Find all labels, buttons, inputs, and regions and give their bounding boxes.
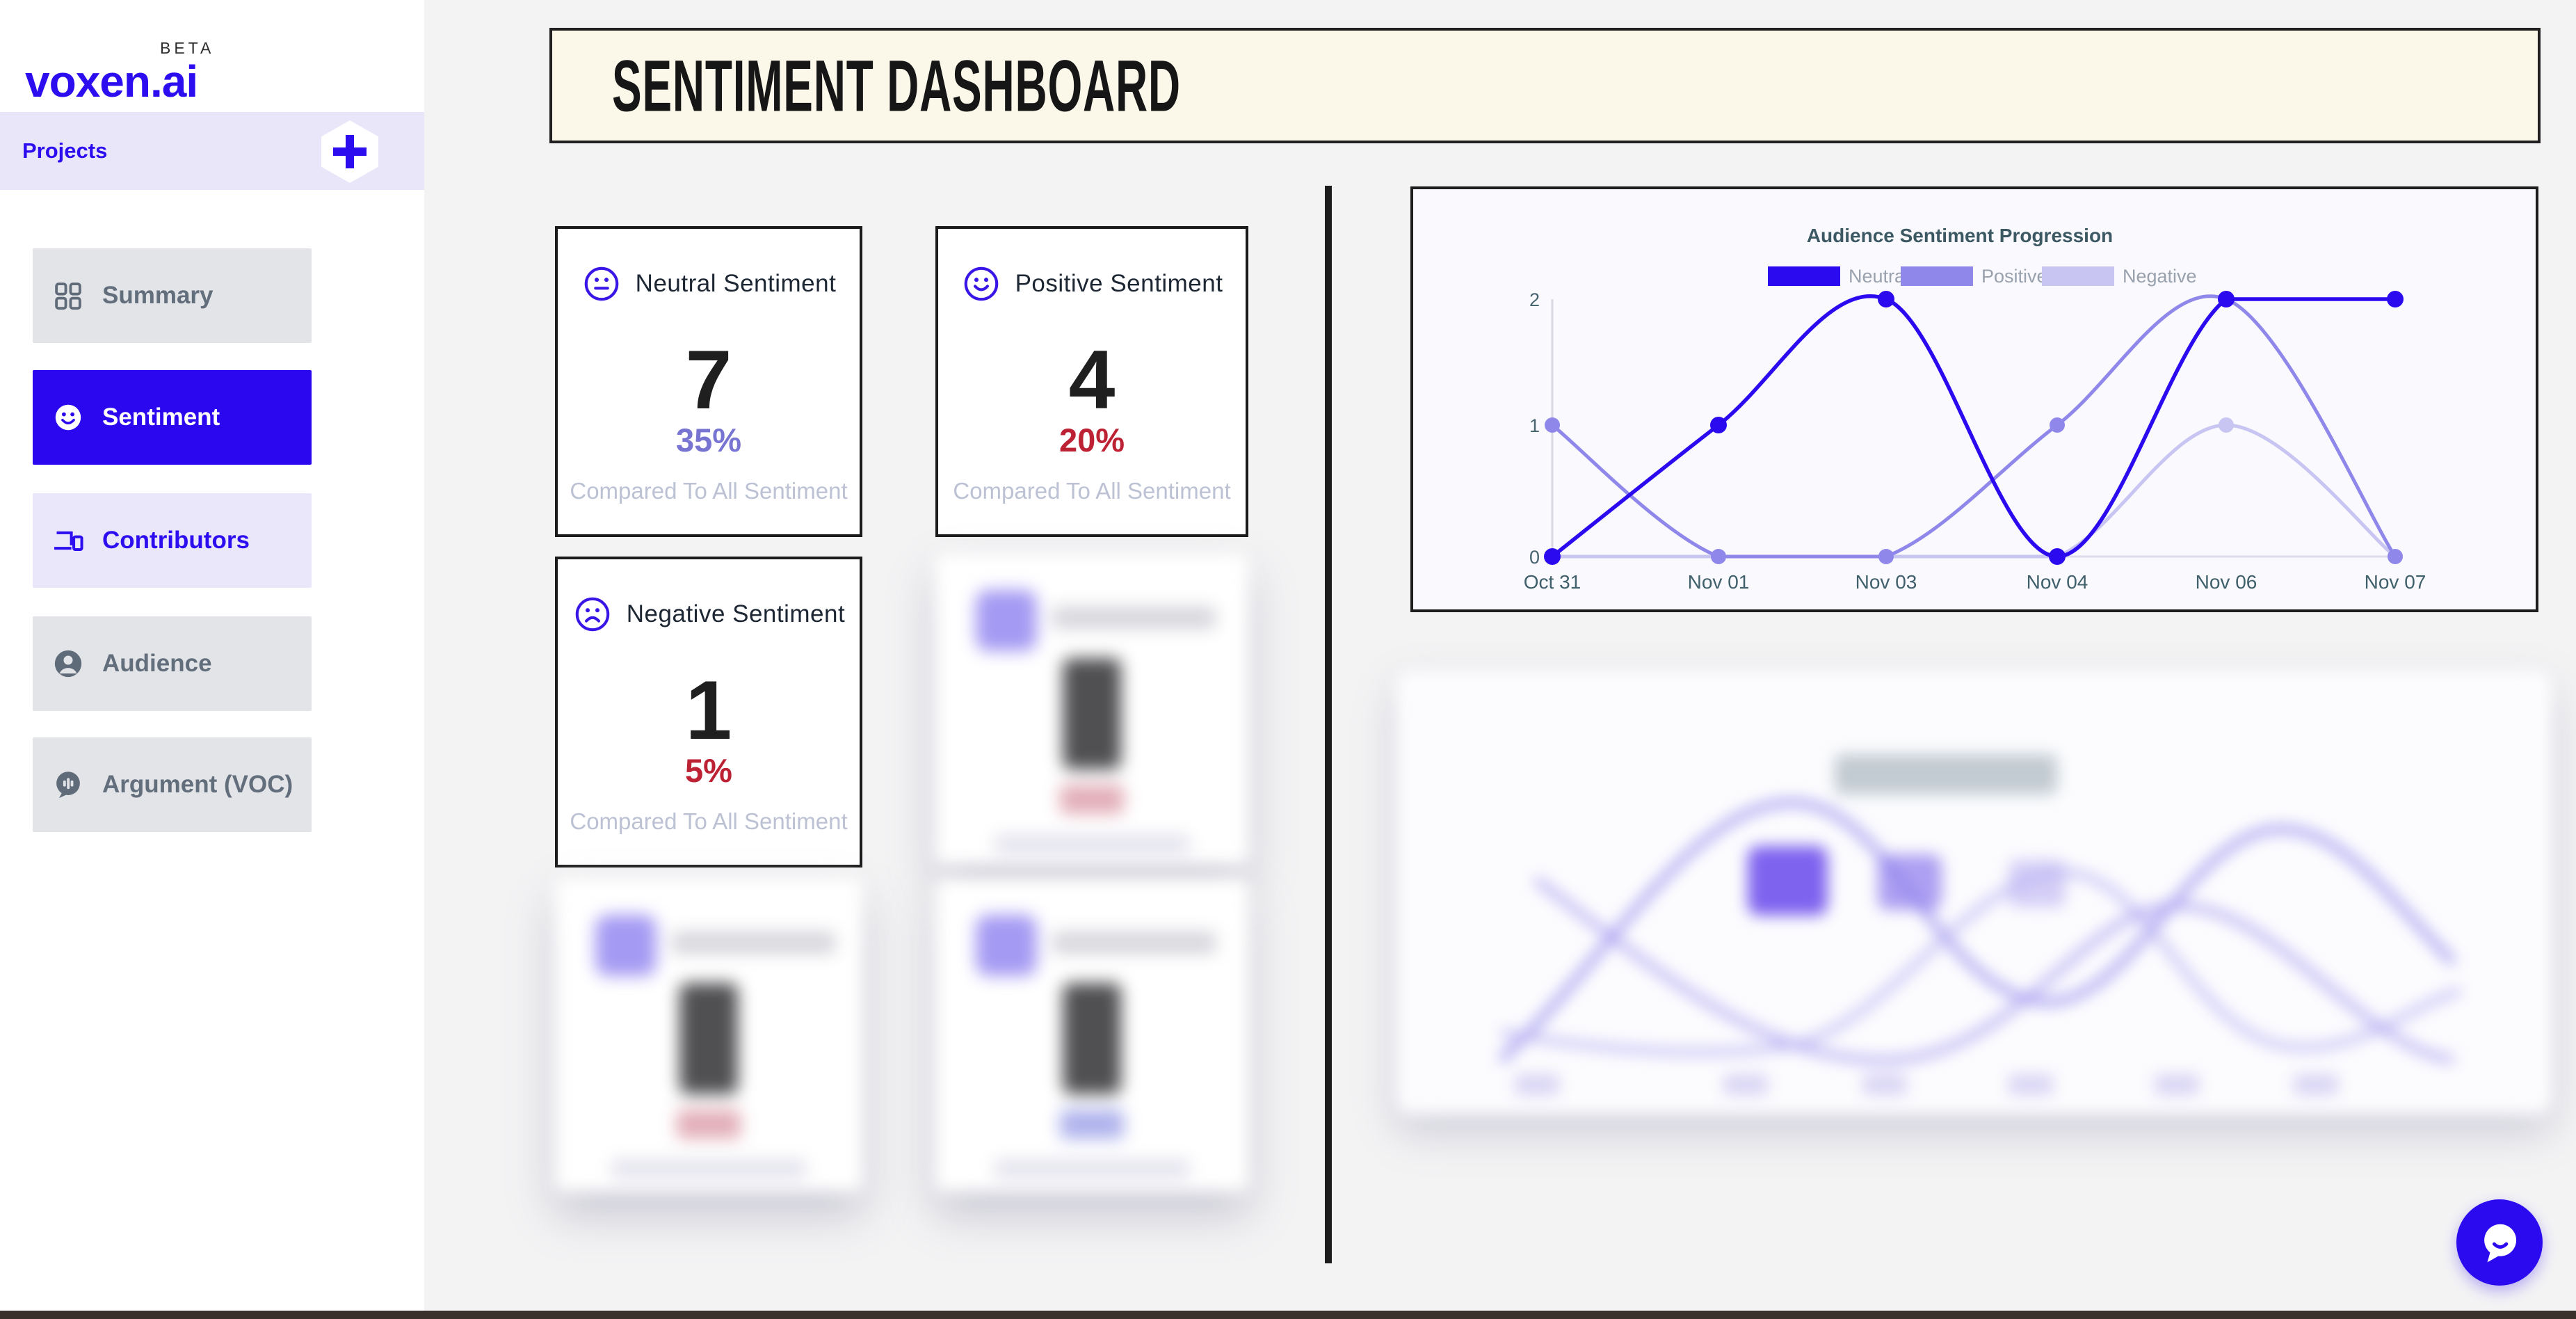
person-icon [54, 650, 82, 678]
sidebar-item-audience[interactable]: Audience [33, 616, 312, 711]
x-tick: Nov 03 [1855, 571, 1917, 593]
vertical-divider [1325, 186, 1332, 1263]
legend-label: Neutral [1849, 266, 1909, 287]
card-title: Positive Sentiment [1015, 270, 1223, 297]
devices-icon [54, 531, 83, 552]
beta-badge: BETA [160, 39, 215, 57]
legend-swatch [2042, 266, 2114, 286]
neutral-face-icon [584, 266, 618, 301]
sidebar-item-label: Sentiment [102, 403, 220, 431]
sidebar-item-argument-voc[interactable]: Argument (VOC) [33, 737, 312, 832]
chart-legend: Neutral Positive Negative [1768, 266, 2197, 287]
y-tick: 0 [1529, 547, 1540, 568]
card-value: 1 [685, 664, 732, 757]
plus-icon [333, 135, 367, 168]
x-tick: Oct 31 [1524, 571, 1581, 593]
bottom-bar [0, 1311, 2576, 1319]
card-percent: 35% [675, 422, 742, 458]
x-tick: Nov 07 [2365, 571, 2426, 593]
positive-sentiment-card: Positive Sentiment 4 20% Compared To All… [935, 226, 1248, 537]
y-tick: 1 [1529, 415, 1540, 436]
blurred-chart [1498, 754, 2462, 1095]
sidebar-item-label: Audience [102, 650, 212, 677]
speech-equalizer-icon [56, 772, 80, 799]
card-value: 4 [1068, 333, 1116, 426]
legend-item-positive[interactable]: Positive [1901, 266, 2047, 287]
card-header: Positive Sentiment [938, 266, 1246, 301]
y-tick: 2 [1529, 289, 1540, 310]
sidebar-item-label: Argument (VOC) [102, 771, 293, 798]
grid-icon [55, 282, 81, 310]
chart-title: Audience Sentiment Progression [1807, 225, 2113, 246]
legend-swatch [1768, 266, 1840, 286]
page-title: SENTIMENT DASHBOARD [612, 46, 1181, 127]
card-title: Negative Sentiment [626, 600, 846, 627]
x-tick: Nov 06 [2196, 571, 2257, 593]
legend-label: Negative [2123, 266, 2197, 287]
positive-series-line [1551, 294, 2397, 559]
sidebar-item-label: Contributors [102, 527, 250, 554]
happy-face-icon [964, 266, 998, 301]
negative-sentiment-card: Negative Sentiment 1 5% Compared To All … [555, 557, 862, 868]
card-title: Neutral Sentiment [635, 270, 837, 297]
projects-row: Projects [0, 112, 424, 190]
audience-sentiment-chart-panel: Audience Sentiment Progression Neutral P… [1410, 186, 2538, 612]
legend-item-negative[interactable]: Negative [2042, 266, 2197, 287]
card-header: Negative Sentiment [558, 597, 860, 632]
chat-widget-button[interactable] [2456, 1199, 2543, 1286]
blurred-stat-card [935, 879, 1248, 1192]
sidebar-item-contributors[interactable]: Contributors [33, 493, 312, 588]
sidebar-item-summary[interactable]: Summary [33, 248, 312, 343]
add-project-button[interactable] [321, 120, 378, 183]
x-tick: Nov 04 [2027, 571, 2088, 593]
legend-item-neutral[interactable]: Neutral [1768, 266, 1909, 287]
neutral-sentiment-card: Neutral Sentiment 7 35% Compared To All … [555, 226, 862, 537]
chat-bubble-icon [2484, 1224, 2517, 1263]
x-tick: Nov 01 [1688, 571, 1750, 593]
card-value: 7 [685, 333, 732, 426]
blurred-stat-card [555, 879, 862, 1192]
card-subtitle: Compared To All Sentiment [570, 478, 848, 504]
page-header: SENTIMENT DASHBOARD [549, 28, 2541, 143]
blurred-stat-card [935, 554, 1248, 865]
projects-label: Projects [22, 138, 108, 163]
blurred-chart-panel [1396, 671, 2552, 1114]
sidebar-item-sentiment[interactable]: Sentiment [33, 370, 312, 465]
sad-face-icon [575, 597, 610, 632]
card-header: Neutral Sentiment [558, 266, 860, 301]
smiley-icon [55, 404, 81, 431]
logo: voxen.ai [25, 56, 198, 106]
card-subtitle: Compared To All Sentiment [570, 808, 848, 834]
card-percent: 5% [685, 752, 732, 789]
neutral-series-line [1551, 294, 2395, 559]
sidebar-item-label: Summary [102, 282, 214, 309]
legend-label: Positive [1981, 266, 2047, 287]
sidebar: BETA voxen.ai Projects Summary [0, 0, 424, 1311]
positive-series-points [1545, 291, 2403, 564]
card-subtitle: Compared To All Sentiment [953, 478, 1231, 504]
card-percent: 20% [1058, 422, 1125, 458]
sentiment-line-chart: Audience Sentiment Progression Neutral P… [1524, 225, 2426, 593]
neutral-series-points [1544, 291, 2404, 565]
legend-swatch [1901, 266, 1973, 286]
